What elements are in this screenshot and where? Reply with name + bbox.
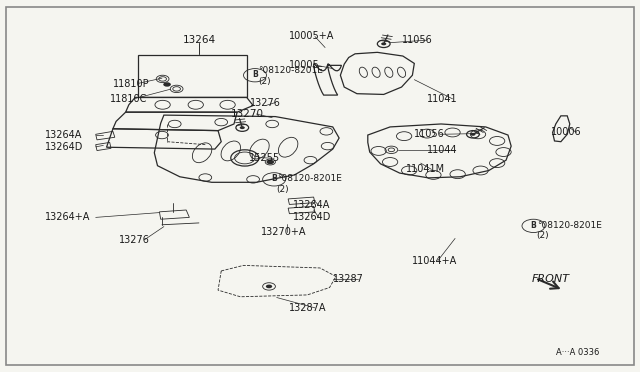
Text: 15255: 15255: [248, 153, 280, 163]
Text: 11041: 11041: [427, 94, 458, 104]
Text: °08120-8201E
(2): °08120-8201E (2): [258, 66, 323, 86]
Text: 13264: 13264: [182, 35, 216, 45]
Text: 13264+A: 13264+A: [45, 212, 90, 222]
Text: 13264A: 13264A: [293, 200, 331, 210]
Text: B: B: [531, 221, 536, 230]
Text: 13276: 13276: [119, 234, 150, 244]
Text: B: B: [252, 70, 258, 79]
Text: 11810C: 11810C: [109, 94, 147, 104]
Text: °08120-8201E
(2): °08120-8201E (2): [276, 174, 342, 194]
Text: 13264D: 13264D: [45, 142, 83, 152]
Text: 13264D: 13264D: [293, 212, 332, 222]
Text: 11810P: 11810P: [113, 80, 150, 89]
Text: 11056: 11056: [401, 35, 432, 45]
Text: 11044: 11044: [427, 145, 458, 155]
Text: A···A 0336: A···A 0336: [556, 349, 599, 357]
Text: FRONT: FRONT: [532, 274, 570, 284]
Text: 13264A: 13264A: [45, 130, 82, 140]
Text: B: B: [271, 174, 277, 183]
Text: 11056: 11056: [414, 129, 445, 139]
Text: 10006: 10006: [550, 128, 581, 138]
Text: 13270: 13270: [231, 109, 264, 119]
Text: 11044+A: 11044+A: [412, 256, 458, 266]
Circle shape: [266, 160, 274, 164]
Circle shape: [266, 285, 272, 288]
Circle shape: [470, 133, 476, 136]
Text: 10005: 10005: [289, 60, 320, 70]
Circle shape: [163, 82, 171, 87]
Text: 13270+A: 13270+A: [261, 227, 307, 237]
Text: 13276: 13276: [250, 97, 281, 108]
Text: 11041M: 11041M: [406, 164, 445, 174]
Circle shape: [381, 42, 387, 45]
Text: °08120-8201E
(2): °08120-8201E (2): [537, 221, 602, 240]
Text: 10005+A: 10005+A: [289, 32, 335, 41]
Circle shape: [240, 126, 245, 129]
Text: 13287: 13287: [333, 274, 364, 284]
Text: 13287A: 13287A: [289, 303, 327, 313]
